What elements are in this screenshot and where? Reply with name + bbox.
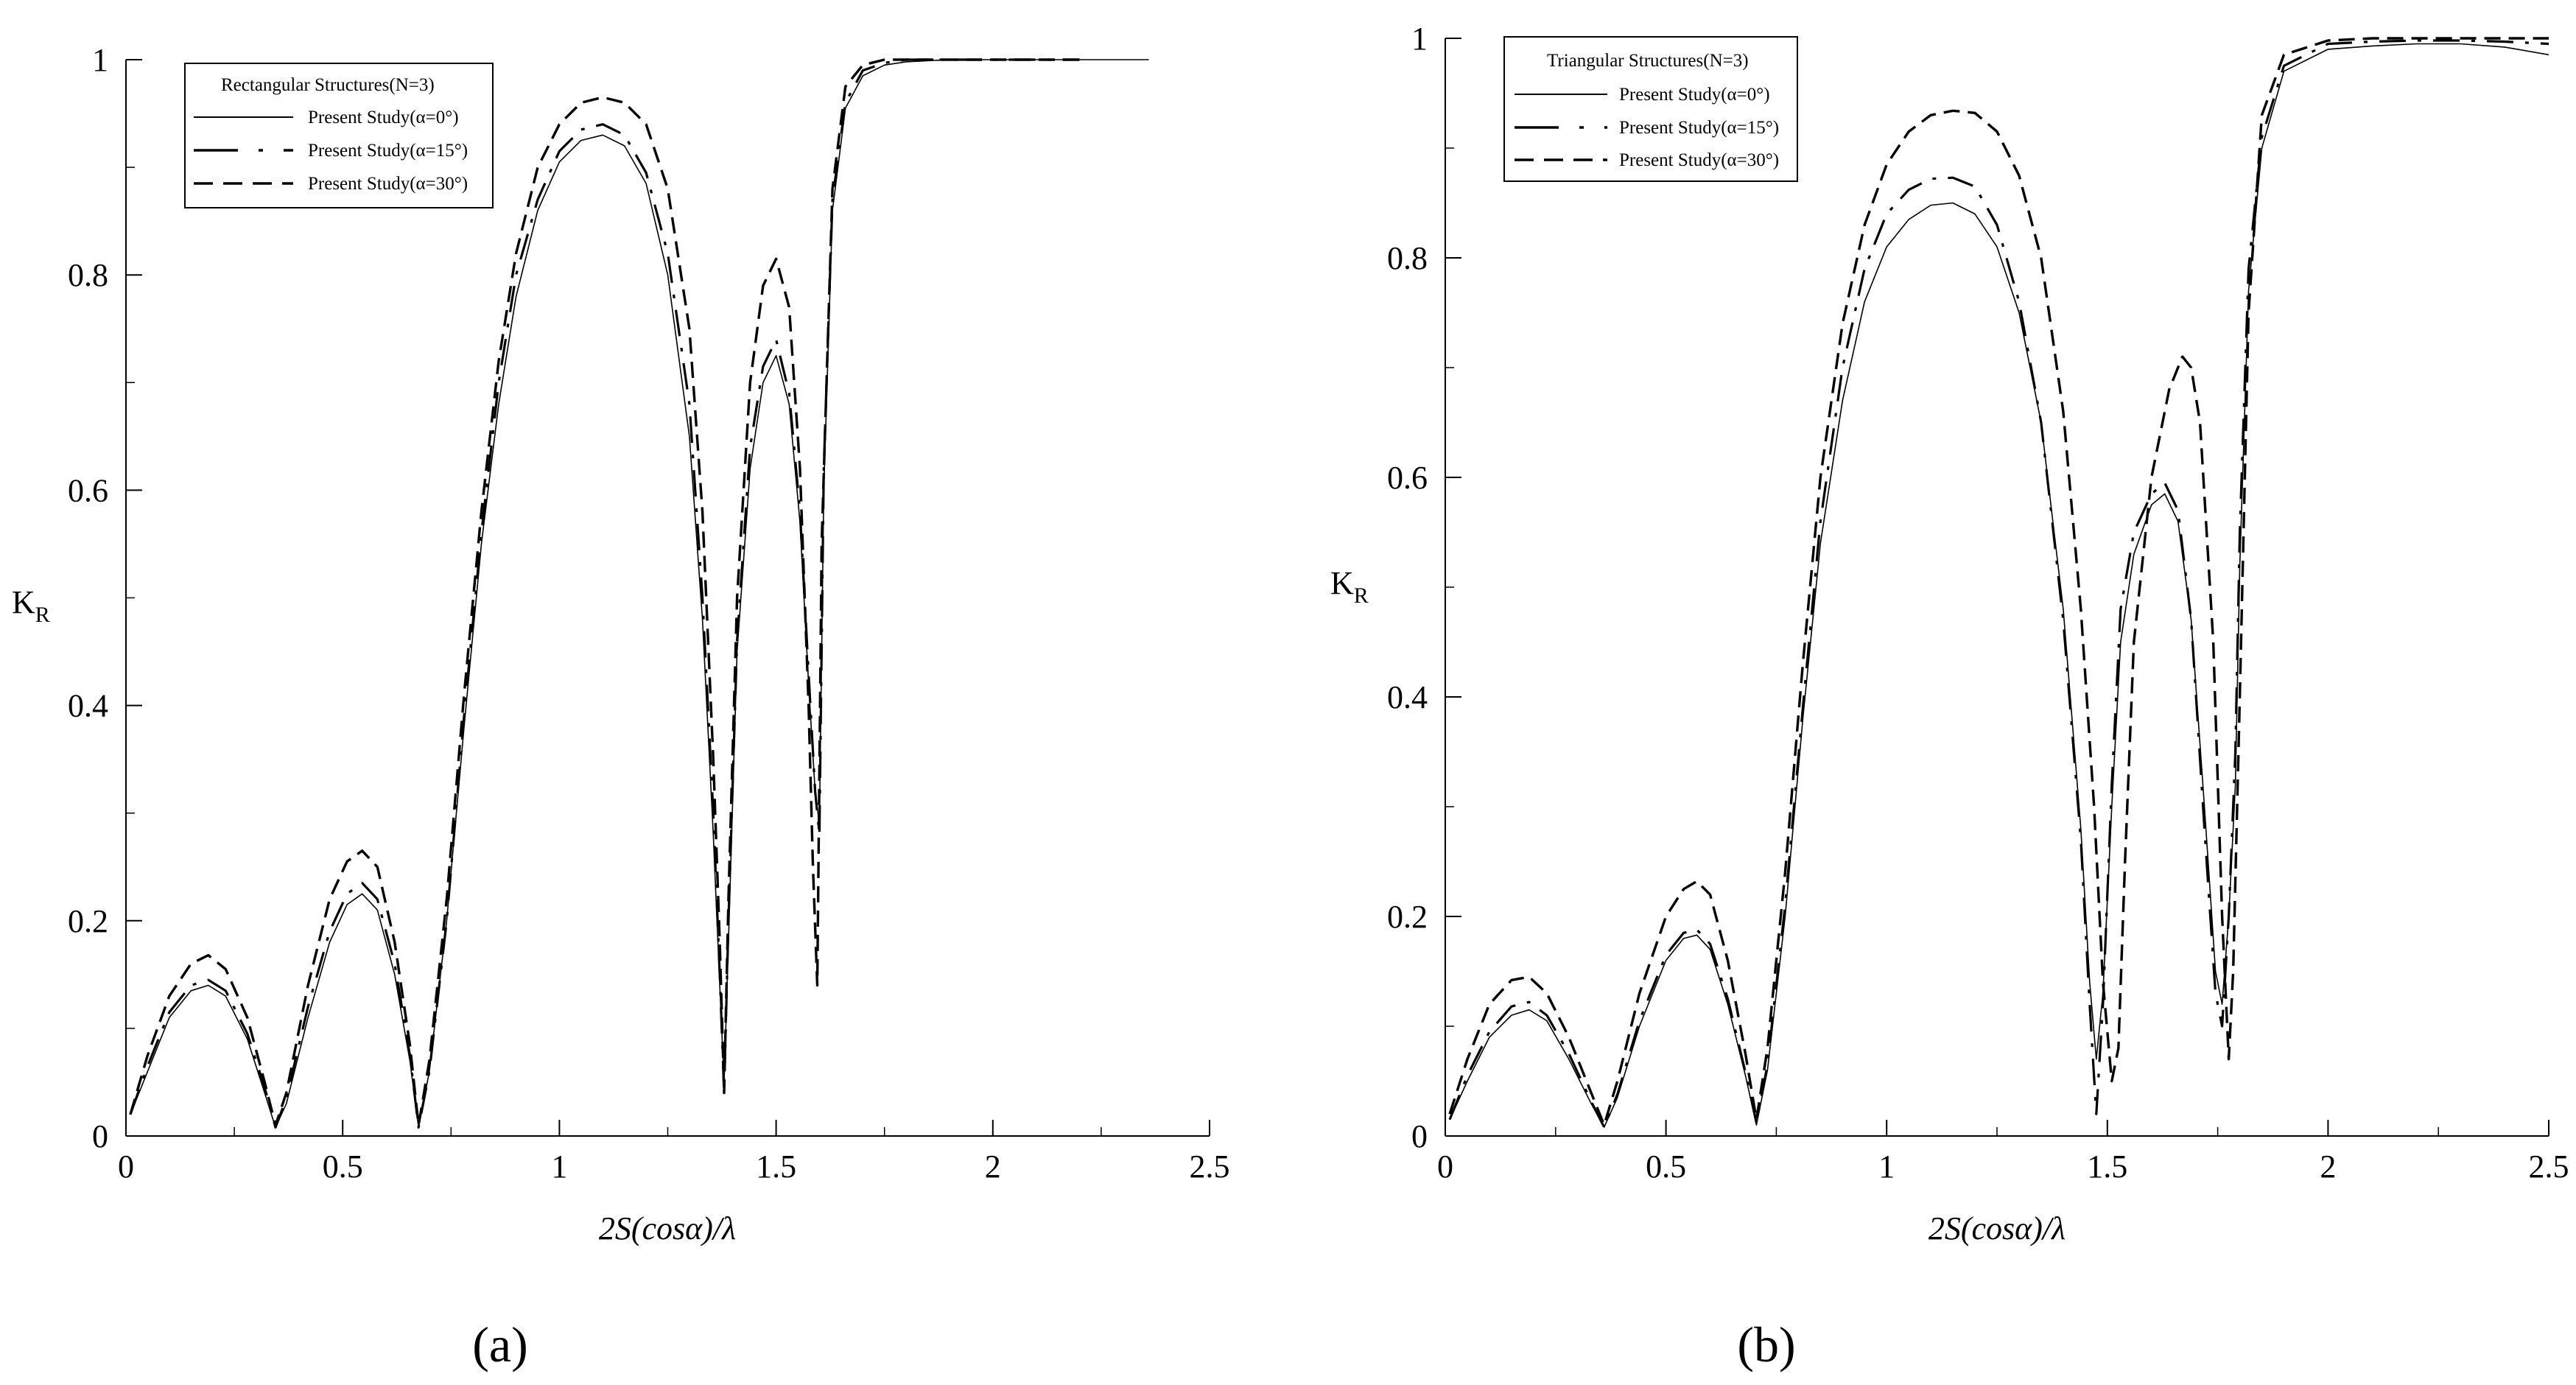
panel-a-y-axis-label: KR (12, 584, 50, 627)
panel-b-y-ticks: 0 0.2 0.4 0.6 0.8 1 (1387, 21, 1461, 1154)
panel-b-legend-label-0: Present Study(α=0°) (1619, 85, 1770, 105)
panel-a-series-0-line (130, 59, 1149, 1129)
panel-b-legend: Triangular Structures(N=3) Present Study… (1503, 36, 1798, 182)
panel-a-series-1-line (129, 58, 1080, 1129)
panel-b-x-ticks: 0 0.5 1 1.5 2 2.5 (1437, 1120, 2569, 1185)
panel-a-legend-title: Rectangular Structures(N=3) (221, 75, 435, 95)
panel-a-y-tick-label: 0 (92, 1118, 108, 1154)
panel-b-y-axis-label-main: K (1330, 565, 1354, 601)
panel-b-y-tick-label: 0.6 (1387, 460, 1428, 496)
panel-b-y-tick-label: 0.4 (1387, 679, 1428, 715)
panel-a-y-tick-label: 1 (92, 42, 108, 78)
panel-a-x-tick-label: 2.5 (1190, 1149, 1230, 1185)
panel-b-legend-box (1503, 36, 1798, 182)
panel-a-x-axis-label: 2S(cosα)/λ (599, 1210, 736, 1246)
panel-b-legend-label-1: Present Study(α=15°) (1619, 118, 1779, 138)
panel-a-x-tick-label: 1 (551, 1149, 567, 1185)
panel-b-series-1-line (1448, 39, 2549, 1129)
panel-b-series-2-line (1448, 37, 2549, 1126)
panel-a-y-axis-label-main: K (12, 584, 35, 620)
panel-b-y-tick-label: 0.8 (1387, 240, 1428, 276)
panel-a-legend-label-0: Present Study(α=0°) (308, 108, 459, 127)
panel-a-series-2-line (129, 58, 1080, 1127)
panel-a-chart: 0 0.5 1 1.5 2 2.5 0 0.2 0.4 0.6 0.8 1 2S(cosα)/λ K… (12, 42, 1230, 1372)
panel-b-x-tick-label: 2.5 (2529, 1149, 2569, 1185)
panel-a-y-tick-label: 0.6 (68, 472, 108, 508)
panel-b-plot-area (1445, 38, 2549, 1137)
panel-a-y-tick-label: 0.4 (68, 688, 108, 724)
panel-a-y-ticks: 0 0.2 0.4 0.6 0.8 1 (68, 42, 142, 1154)
panel-b-y-axis-label-sub: R (1354, 583, 1369, 608)
panel-a-y-tick-label: 0.8 (68, 257, 108, 293)
panel-b-label: (b) (1737, 1316, 1795, 1372)
panel-a-label: (a) (472, 1316, 527, 1372)
panel-a-plot-area (125, 60, 1210, 1137)
panel-a-y-tick-label: 0.2 (68, 903, 108, 939)
panel-b-y-tick-label: 0.2 (1387, 899, 1428, 935)
panel-b-x-axis-label: 2S(cosα)/λ (1929, 1210, 2066, 1246)
panel-b-series-0-line (1449, 43, 2549, 1128)
panel-a-legend-label-1: Present Study(α=15°) (308, 141, 468, 161)
panel-a-x-tick-label: 0.5 (323, 1149, 363, 1185)
panel-b-x-tick-label: 1 (1878, 1149, 1895, 1185)
panel-a-legend-label-2: Present Study(α=30°) (308, 174, 468, 194)
panel-b-x-tick-label: 2 (2320, 1149, 2336, 1185)
panel-a-x-tick-label: 0 (118, 1149, 134, 1185)
panel-a-x-tick-label: 2 (985, 1149, 1001, 1185)
panel-b-y-axis-label: KR (1330, 565, 1369, 608)
panel-b-y-tick-label: 0 (1411, 1118, 1428, 1154)
panel-b-legend-label-2: Present Study(α=30°) (1619, 150, 1779, 170)
panel-b-chart: 0 0.5 1 1.5 2 2.5 0 0.2 0.4 0.6 0.8 1 2S(cosα)/λ K… (1330, 21, 2569, 1372)
panel-b-x-tick-label: 0 (1437, 1149, 1453, 1185)
panel-b-x-tick-label: 0.5 (1646, 1149, 1686, 1185)
panel-b-series (1448, 37, 2549, 1129)
panel-b-y-tick-label: 1 (1411, 21, 1428, 57)
panel-a-x-tick-label: 1.5 (756, 1149, 796, 1185)
panel-b-legend-title: Triangular Structures(N=3) (1547, 51, 1749, 71)
panel-a-legend: Rectangular Structures(N=3) Present Stud… (184, 63, 494, 208)
panel-a-series (129, 58, 1149, 1129)
panel-b-x-tick-label: 1.5 (2087, 1149, 2127, 1185)
panel-a-x-ticks: 0 0.5 1 1.5 2 2.5 (118, 1120, 1230, 1185)
panel-a-y-axis-label-sub: R (35, 603, 50, 627)
